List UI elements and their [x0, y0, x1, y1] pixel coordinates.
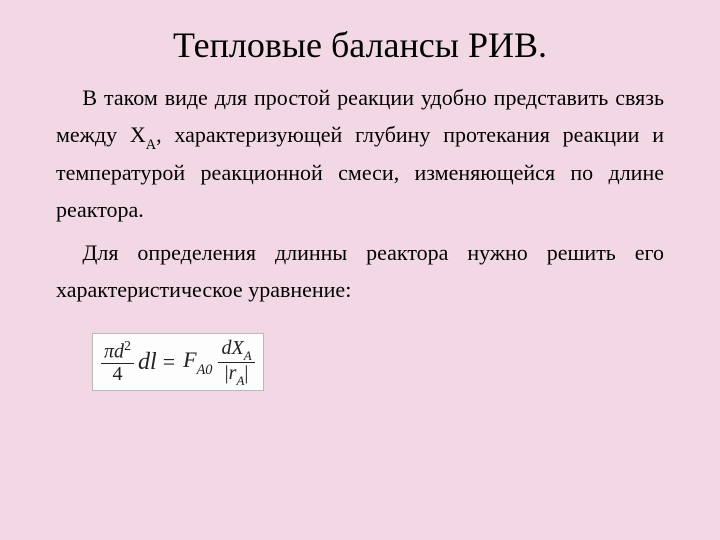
equals-sign: = — [161, 349, 177, 375]
formula-container: πd2 4 dl = FA0 dXA |rA| — [92, 333, 664, 391]
rhs-numerator: dXA — [218, 338, 254, 363]
abs-bar-right: | — [244, 362, 248, 384]
rhs-F-term: FA0 — [181, 347, 214, 377]
var-F: F — [183, 347, 196, 372]
formula-box: πd2 4 dl = FA0 dXA |rA| — [92, 333, 264, 391]
rhs-denominator: |rA| — [222, 363, 252, 387]
var-dX-X: X — [231, 337, 243, 359]
lhs-numerator: πd2 — [101, 340, 134, 364]
lhs-denominator: 4 — [110, 364, 126, 385]
pi-symbol: π — [104, 341, 114, 363]
rhs-fraction: dXA |rA| — [218, 338, 254, 386]
sub-A-num: A — [244, 348, 252, 363]
sup-2: 2 — [124, 339, 131, 354]
var-dX-d: d — [221, 337, 231, 359]
lhs-fraction: πd2 4 — [101, 340, 134, 385]
paragraph-2: Для определения длинны реактора нужно ре… — [56, 235, 664, 309]
sub-A0: A0 — [197, 362, 213, 378]
para1-subscript: А — [146, 137, 156, 153]
page-title: Тепловые балансы РИВ. — [56, 24, 664, 66]
slide: Тепловые балансы РИВ. В таком виде для п… — [0, 0, 720, 540]
equation: πd2 4 dl = FA0 dXA |rA| — [101, 338, 255, 386]
var-d: d — [114, 341, 124, 363]
sub-A-den: A — [236, 373, 244, 388]
paragraph-1: В таком виде для простой реакции удобно … — [56, 80, 664, 229]
dl-term: dl — [138, 349, 157, 376]
